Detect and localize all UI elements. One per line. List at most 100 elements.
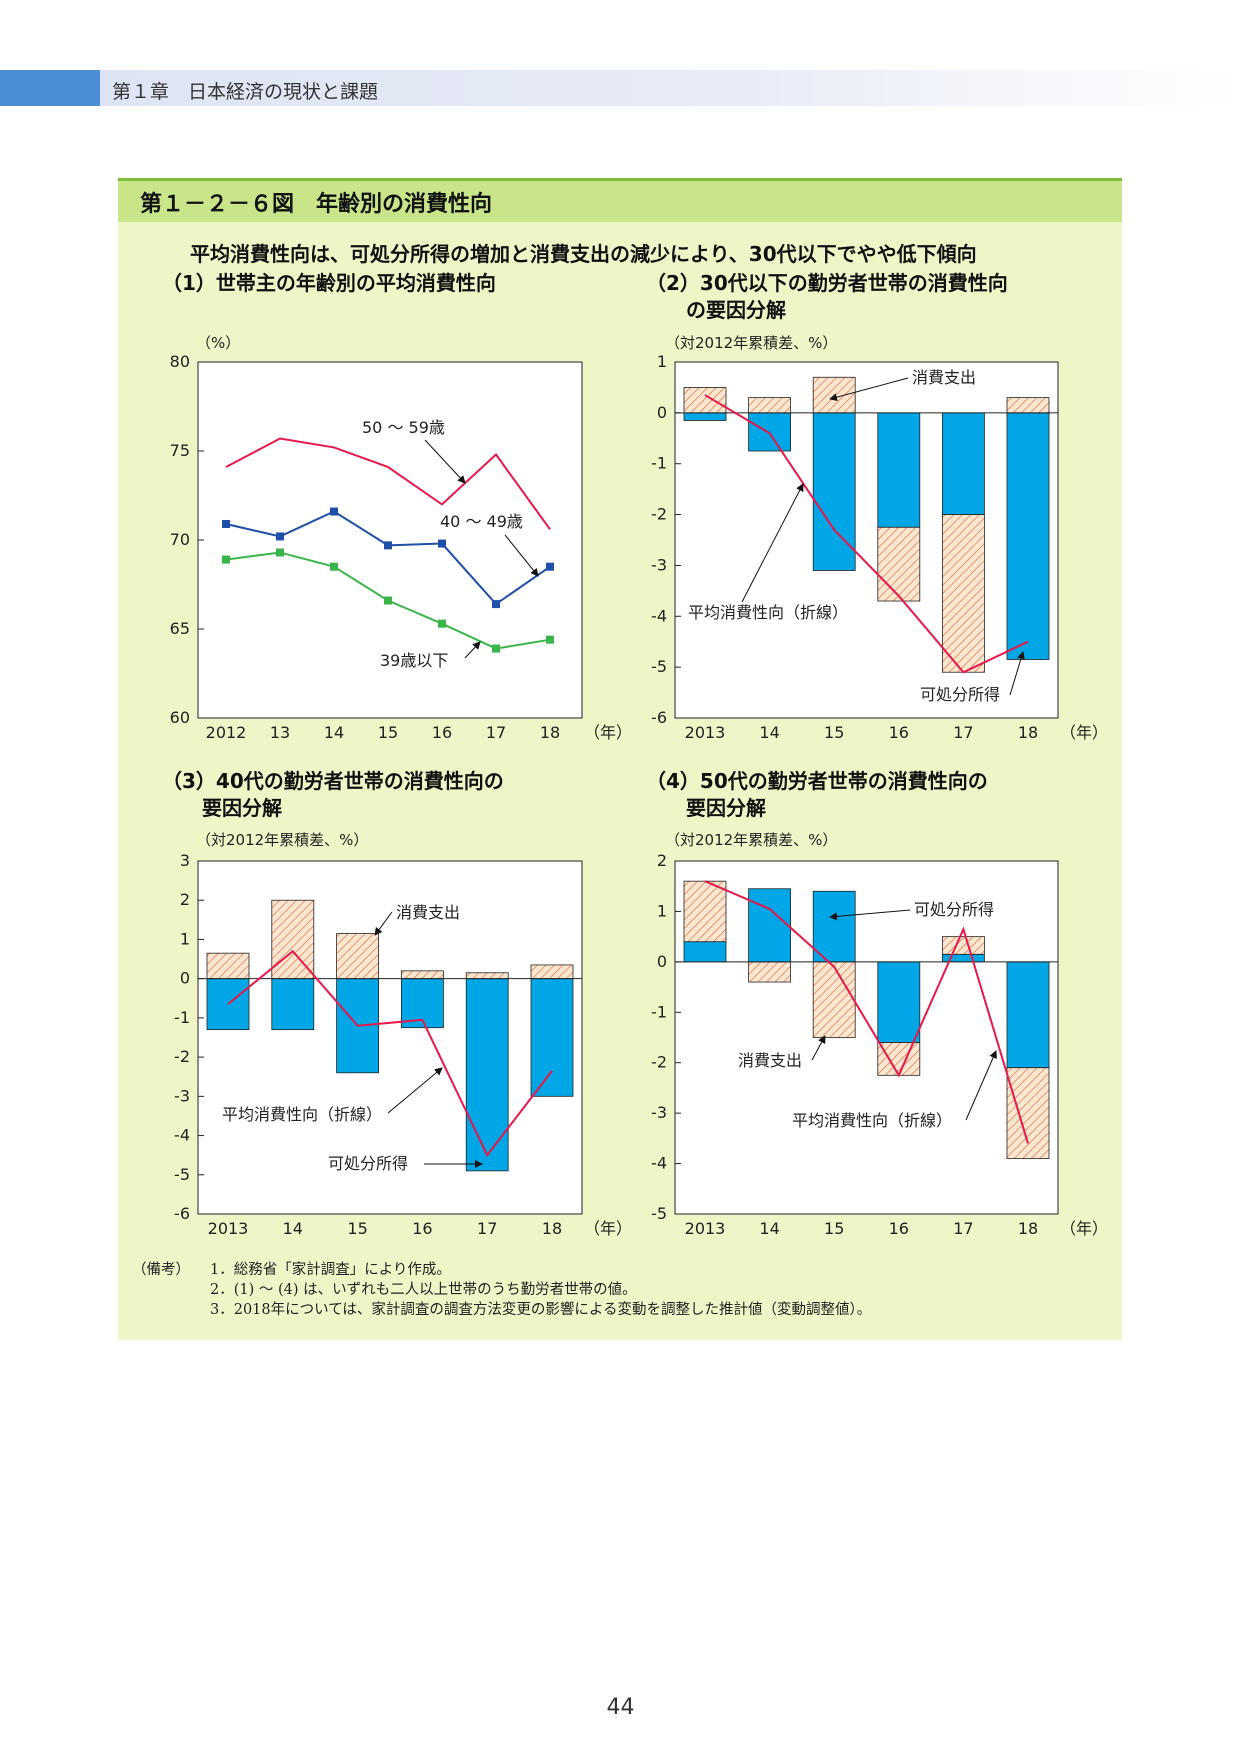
p4-ytick-label: 2	[657, 851, 667, 870]
p2-bar-consumption	[683, 387, 727, 414]
p1-ytick-label: 75	[170, 441, 190, 460]
p3-arrow-propensity	[387, 1067, 443, 1114]
p2-label-propensity: 平均消費性向（折線）	[688, 603, 848, 622]
p1-arrow-39	[464, 641, 481, 659]
p2-xtick-label: 14	[759, 723, 779, 742]
p4-xtick-label: 2013	[685, 1219, 726, 1238]
p1-x-unit: （年）	[584, 723, 632, 742]
p2-arrow-propensity	[741, 483, 804, 603]
p4-x-unit: （年）	[1060, 1219, 1108, 1238]
p4-ytick-label: -3	[651, 1103, 667, 1122]
p1-point	[330, 562, 338, 571]
p1-point	[384, 596, 392, 605]
p3-ytick-label: 0	[180, 969, 190, 988]
p4-bar-income	[877, 961, 921, 1043]
p2-ytick-label: -4	[651, 606, 667, 625]
p4-xtick-label: 16	[889, 1219, 909, 1238]
p4-propensity-line	[704, 880, 1029, 1144]
p2-bar-consumption	[748, 397, 791, 414]
p2-ytick-label: -1	[651, 454, 667, 473]
p2-arrow-income	[1009, 651, 1025, 696]
p1-ytick-label: 80	[170, 352, 190, 371]
panel3-title: （3）40代の勤労者世帯の消費性向の 要因分解	[162, 769, 504, 820]
p4-xtick-label: 17	[953, 1219, 973, 1238]
p4-label-income: 可処分所得	[914, 900, 994, 919]
p1-point	[276, 532, 284, 541]
p4-plot-area	[674, 860, 1059, 1215]
p1-ytick-label: 65	[170, 619, 190, 638]
p2-bar-income	[683, 412, 727, 421]
p3-bar-consumption	[530, 964, 574, 980]
p2-propensity-line	[704, 394, 1029, 674]
p3-ytick-label: -5	[174, 1165, 190, 1184]
p4-arrow-consumption	[811, 1035, 826, 1061]
p1-xtick-label: 14	[324, 723, 344, 742]
p4-xtick-label: 18	[1018, 1219, 1038, 1238]
p3-label-propensity: 平均消費性向（折線）	[222, 1105, 382, 1124]
p2-xtick-label: 15	[824, 723, 844, 742]
p2-ytick-label: 1	[657, 352, 667, 371]
p2-label-income: 可処分所得	[920, 685, 1000, 704]
p2-ytick-label: -5	[651, 657, 667, 676]
p3-bar-income	[465, 978, 509, 1172]
panel2-unit: （対2012年累積差、%）	[665, 334, 838, 352]
p3-bar-consumption	[336, 933, 380, 980]
p3-ytick-label: -4	[174, 1126, 190, 1145]
p3-bar-income	[400, 978, 444, 1029]
p4-bar-consumption	[812, 961, 856, 1038]
p3-ytick-label: -1	[174, 1008, 190, 1027]
p3-bar-consumption	[271, 899, 315, 980]
p2-bar-consumption	[812, 376, 856, 414]
p4-bar-consumption	[1006, 1067, 1050, 1159]
figure-title-bar	[118, 178, 1122, 222]
figure-lead: 平均消費性向は、可処分所得の増加と消費支出の減少により、30代以下でやや低下傾向	[190, 242, 977, 266]
p2-xtick-label: 16	[889, 723, 909, 742]
p3-xtick-label: 16	[412, 1219, 432, 1238]
p1-xtick-label: 2012	[206, 723, 247, 742]
p3-xtick-label: 18	[542, 1219, 562, 1238]
note-item: 3．2018年については、家計調査の調査方法変更の影響による変動を調整した推計値…	[210, 1302, 872, 1318]
p1-arrow-40s	[504, 534, 539, 577]
p2-bar-income	[1006, 412, 1050, 660]
p4-bar-consumption	[683, 880, 727, 943]
p4-ytick-label: -5	[651, 1204, 667, 1223]
p3-arrow-consumption	[374, 911, 393, 936]
p3-plot-area	[197, 860, 583, 1215]
p4-ytick-label: 0	[657, 952, 667, 971]
p3-ytick-label: 2	[180, 890, 190, 909]
p2-bar-consumption	[877, 526, 921, 602]
p2-arrow-consumption	[829, 377, 909, 402]
p3-bar-consumption	[465, 972, 509, 980]
p2-bar-consumption	[1006, 397, 1050, 414]
p4-arrow-propensity	[965, 1050, 997, 1121]
p3-ytick-label: 1	[180, 929, 190, 948]
p4-arrow-income	[829, 909, 911, 921]
note-item: 1．総務省「家計調査」により作成。	[210, 1262, 451, 1278]
p3-ytick-label: 3	[180, 851, 190, 870]
p1-point	[222, 519, 230, 528]
p1-xtick-label: 16	[432, 723, 452, 742]
panel2-title: （2）30代以下の勤労者世帯の消費性向 の要因分解	[646, 271, 1008, 322]
p4-bar-consumption	[748, 961, 791, 983]
p2-ytick-label: -6	[651, 708, 667, 727]
p1-point	[546, 562, 554, 571]
note-item: 2．(1) ～ (4) は、いずれも二人以上世帯のうち勤労者世帯の値。	[210, 1282, 637, 1298]
p4-label-propensity: 平均消費性向（折線）	[792, 1111, 952, 1130]
p2-bar-income	[877, 412, 921, 528]
notes-head: （備考）	[132, 1262, 190, 1278]
panel4-title: （4）50代の勤労者世帯の消費性向の 要因分解	[646, 769, 988, 820]
p1-plot-area	[197, 361, 583, 719]
p3-bar-income	[530, 978, 574, 1097]
header-accent	[0, 70, 100, 106]
figure-title: 第１－２－６図 年齢別の消費性向	[140, 192, 493, 217]
panel1-title: （1）世帯主の年齢別の平均消費性向	[162, 271, 496, 295]
p3-xtick-label: 2013	[208, 1219, 249, 1238]
p2-xtick-label: 18	[1018, 723, 1038, 742]
p1-point	[384, 541, 392, 550]
p3-x-unit: （年）	[584, 1219, 632, 1238]
p1-point	[276, 548, 284, 557]
p4-bar-income	[748, 888, 791, 963]
p4-label-consumption: 消費支出	[738, 1051, 802, 1070]
p3-ytick-label: -2	[174, 1047, 190, 1066]
